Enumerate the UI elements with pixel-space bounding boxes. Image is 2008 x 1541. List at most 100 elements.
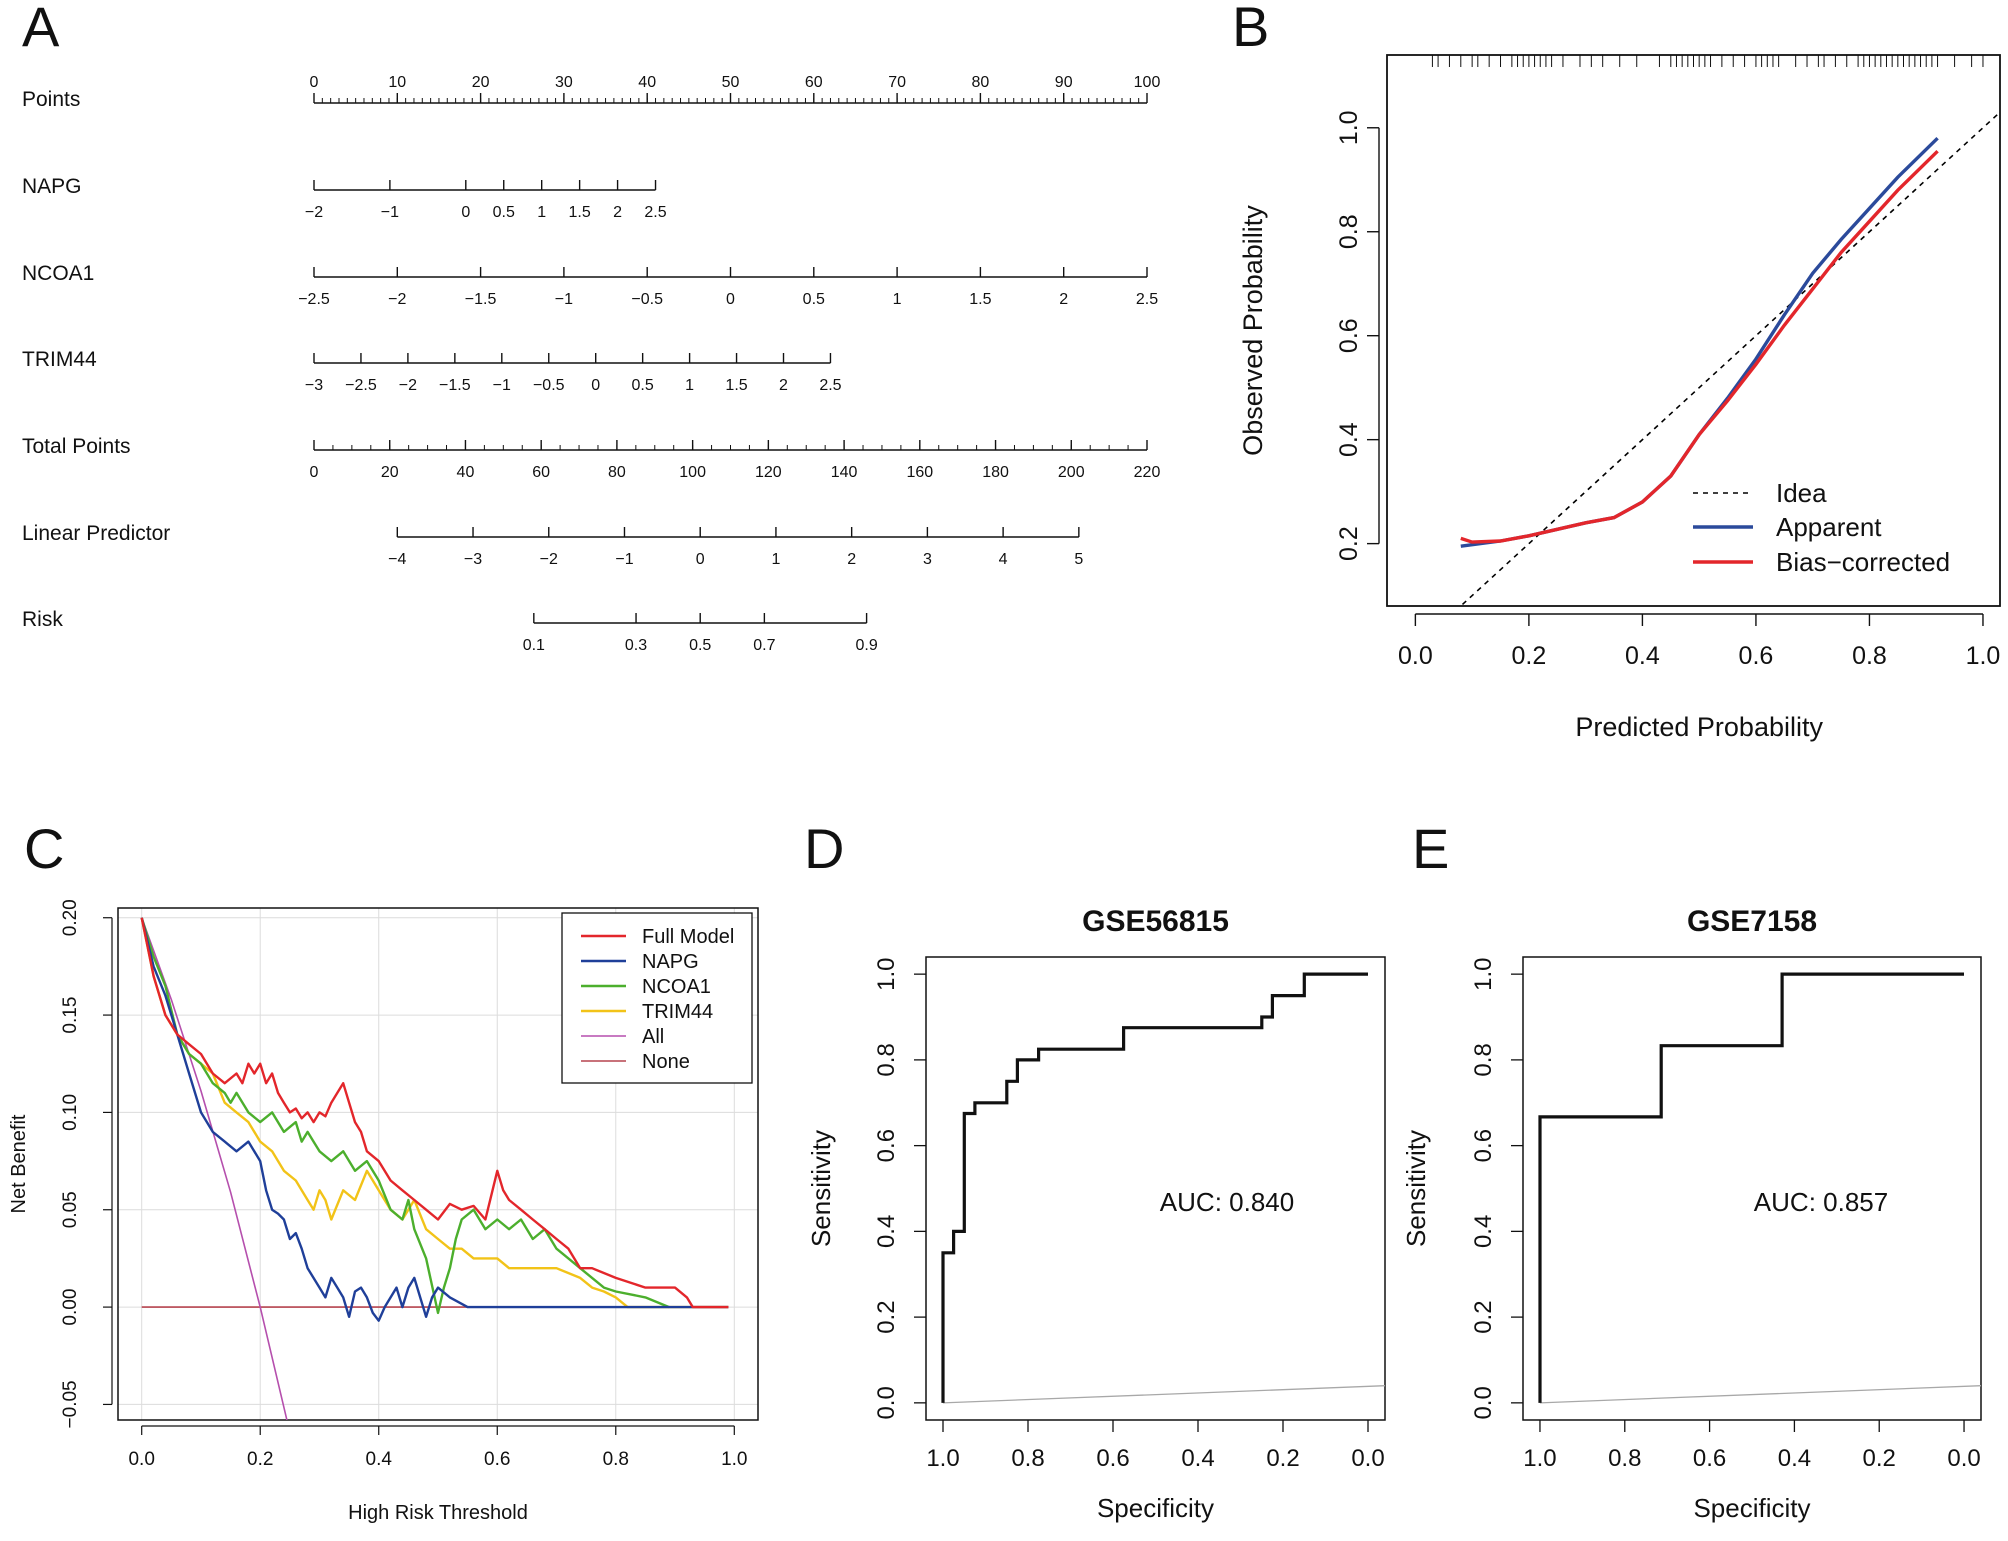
roc-x-tick-label-gse56815: 0.8 [1011,1445,1044,1472]
nomogram-tick-label-points: 100 [1134,74,1161,91]
dca-y-tick-label: 0.05 [60,1191,81,1228]
roc-x-tick-label-gse7158: 0.6 [1693,1445,1726,1472]
calibration-x-tick-label: 0.6 [1739,642,1774,670]
nomogram-tick-label-ncoa1: 1.5 [969,291,991,308]
nomogram-tick-label-total-points: 80 [608,464,626,481]
nomogram-tick-label-napg: 1.5 [569,204,591,221]
nomogram-tick-label-linear-predictor: −1 [615,551,633,568]
nomogram-tick-label-ncoa1: 1 [893,291,902,308]
roc-plot-box-gse7158 [1522,956,1982,1421]
roc-y-tick-label-gse7158: 1.0 [1470,957,1497,990]
roc-curve-gse56815 [941,972,1368,1403]
panel-letter-a: A [22,0,60,58]
nomogram-tick-label-ncoa1: 0.5 [803,291,825,308]
nomogram-tick-label-napg: 2.5 [644,204,666,221]
nomogram-tick-label-points: 30 [555,74,573,91]
dca-series-napg [140,917,729,1322]
roc-y-axis-label-gse56815: Sensitivity [806,1130,836,1247]
nomogram-tick-label-napg: 1 [537,204,546,221]
nomogram-tick-label-linear-predictor: −3 [464,551,482,568]
calibration-y-axis-label: Observed Probability [1238,205,1268,456]
nomogram-tick-label-trim44: −2.5 [345,377,377,394]
dca-x-tick-label: 0.4 [366,1449,393,1470]
nomogram-row-label-trim44: TRIM44 [22,348,97,371]
calibration-y-tick-label: 1.0 [1335,110,1363,145]
panel-letter-e: E [1412,817,1449,880]
nomogram-tick-label-trim44: 1.5 [725,377,747,394]
nomogram-row-label-risk: Risk [22,608,63,631]
roc-y-tick-label-gse56815: 0.8 [873,1043,900,1076]
nomogram-tick-label-trim44: −3 [305,377,323,394]
dca-x-tick-label: 0.2 [247,1449,273,1470]
roc-y-tick-label-gse7158: 0.0 [1470,1386,1497,1419]
roc-y-tick-label-gse7158: 0.4 [1470,1215,1497,1248]
nomogram-tick-label-total-points: 160 [906,464,933,481]
dca-y-tick-label: 0.20 [60,899,81,936]
roc-title-gse56815: GSE56815 [1082,905,1229,938]
roc-y-tick-label-gse7158: 0.2 [1470,1300,1497,1333]
nomogram-tick-label-total-points: 100 [679,464,706,481]
nomogram-tick-label-trim44: 1 [685,377,694,394]
calibration-legend-label-apparent: Apparent [1776,512,1882,542]
calibration-series-bias-corrected [1460,149,1939,544]
dca-series-ncoa1 [140,917,670,1315]
nomogram-tick-label-points: 20 [472,74,490,91]
dca-legend-label-none: None [642,1051,690,1073]
nomogram-tick-label-napg: −2 [305,204,323,221]
calibration-x-tick-label: 0.2 [1512,642,1547,670]
nomogram-tick-label-points: 90 [1055,74,1073,91]
panel-letter-b: B [1232,0,1269,58]
nomogram-tick-label-total-points: 200 [1058,464,1085,481]
nomogram-tick-label-linear-predictor: −4 [388,551,406,568]
nomogram-row-label-total-points: Total Points [22,435,131,458]
calibration-series-group [1459,111,2000,606]
roc-auc-label-gse7158: AUC: 0.857 [1754,1187,1888,1217]
calibration-x-tick-label: 0.0 [1398,642,1433,670]
dca-legend-label-full-model: Full Model [642,926,734,948]
nomogram-tick-label-trim44: 0 [591,377,600,394]
roc-x-axis-label-gse56815: Specificity [1097,1493,1214,1523]
roc-y-tick-label-gse7158: 0.6 [1470,1129,1497,1162]
dca-series-group [140,917,729,1420]
dca-y-tick-label: −0.05 [60,1380,81,1428]
dca-series-full-model [140,917,729,1309]
dca-y-tick-label: 0.00 [60,1289,81,1326]
roc-diagonal-gse56815 [942,1385,1386,1404]
nomogram-tick-label-ncoa1: 2 [1059,291,1068,308]
roc-panel-gse56815: GSE56815 1.0 0.8 0.6 0.4 0.2 0.0 0.0 0.2 0.4 0.6 0.… [806,905,1386,1523]
panel-letter-c: C [24,817,64,880]
calibration-legend-label-idea: Idea [1776,478,1827,508]
dca-x-tick-label: 1.0 [721,1449,747,1470]
calibration-x-tick-label: 1.0 [1966,642,2001,670]
nomogram-tick-label-total-points: 20 [381,464,399,481]
roc-title-gse7158: GSE7158 [1687,905,1817,938]
nomogram-tick-label-risk: 0.1 [523,637,545,654]
roc-plot-box-gse56815 [925,956,1386,1421]
panel-letter-d: D [804,817,844,880]
dca-legend-label-trim44: TRIM44 [642,1001,713,1023]
roc-y-tick-label-gse56815: 0.0 [873,1386,900,1419]
nomogram-tick-label-points: 60 [805,74,823,91]
nomogram-tick-label-ncoa1: −0.5 [631,291,663,308]
nomogram-tick-label-total-points: 120 [755,464,782,481]
nomogram-tick-label-total-points: 0 [310,464,319,481]
nomogram-tick-label-linear-predictor: 0 [696,551,705,568]
dca-y-tick-label: 0.10 [60,1094,81,1131]
nomogram-tick-label-trim44: −1 [493,377,511,394]
roc-y-tick-label-gse56815: 0.4 [873,1215,900,1248]
dca-legend-label-ncoa1: NCOA1 [642,976,711,998]
calibration-y-tick-label: 0.2 [1335,526,1363,561]
nomogram-tick-label-total-points: 180 [982,464,1009,481]
roc-x-tick-label-gse7158: 0.2 [1863,1445,1896,1472]
nomogram-tick-label-trim44: −0.5 [533,377,565,394]
dca-series-trim44 [140,917,729,1309]
roc-x-tick-label-gse56815: 0.2 [1266,1445,1299,1472]
nomogram-tick-label-ncoa1: 0 [726,291,735,308]
nomogram-tick-label-ncoa1: −1 [555,291,573,308]
roc-x-tick-label-gse7158: 0.0 [1947,1445,1980,1472]
nomogram-tick-label-total-points: 140 [831,464,858,481]
nomogram-tick-label-trim44: 2.5 [819,377,841,394]
nomogram-tick-label-points: 50 [722,74,740,91]
nomogram-tick-label-points: 10 [388,74,406,91]
